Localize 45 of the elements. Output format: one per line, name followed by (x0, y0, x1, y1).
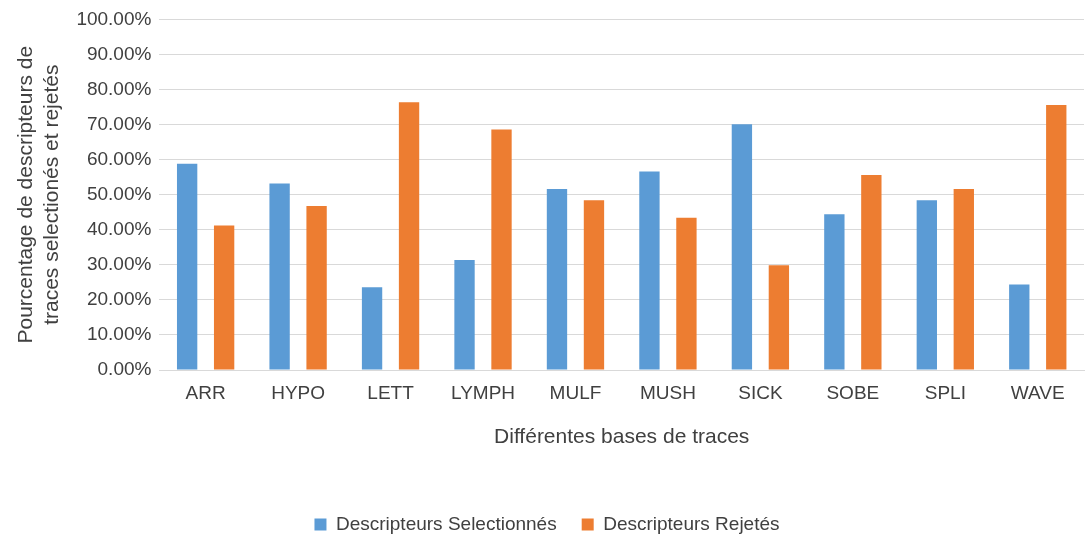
bar (824, 214, 845, 370)
legend-label: Descripteurs Selectionnés (335, 512, 557, 534)
bar (953, 189, 974, 370)
x-tick-label: SPLI (924, 381, 966, 403)
bar (176, 163, 198, 370)
y-tick-label: 0.00% (97, 358, 152, 380)
bar (398, 102, 420, 370)
x-tick-label: SOBE (826, 381, 880, 403)
y-tick-label: 20.00% (86, 288, 152, 310)
x-tick-label: LYMPH (450, 381, 516, 403)
bar (306, 205, 327, 370)
y-tick-label: 90.00% (86, 42, 152, 64)
x-tick-label: WAVE (1010, 381, 1065, 403)
y-tick-label: 80.00% (86, 77, 152, 99)
bar (213, 225, 235, 370)
x-axis-title: Différentes bases de traces (494, 424, 750, 448)
legend-label: Descripteurs Rejetés (603, 512, 780, 534)
y-tick-label: 40.00% (86, 217, 152, 239)
bar (861, 175, 882, 370)
bar (768, 265, 790, 370)
y-axis-title: Pourcentage de descripteurs de traces selectionés et rejetés (13, 45, 62, 344)
y-tick-label: 100.00% (76, 7, 152, 29)
y-tick-label: 70.00% (86, 112, 152, 134)
bar (546, 189, 568, 370)
bar (639, 171, 660, 370)
x-tick-label: MULF (549, 381, 602, 403)
bar (676, 217, 697, 370)
x-tick-label: LETT (367, 381, 415, 403)
bar (1009, 284, 1030, 370)
x-tick-label: MUSH (639, 381, 696, 403)
bar (731, 124, 753, 370)
bar (1046, 104, 1067, 370)
x-tick-label: HYPO (271, 381, 326, 403)
y-tick-label: 50.00% (86, 182, 152, 204)
bar (454, 259, 475, 370)
bar (583, 200, 605, 370)
bar (491, 129, 512, 370)
bar (916, 200, 937, 370)
bar (361, 287, 383, 370)
x-tick-label: SICK (738, 381, 783, 403)
y-tick-label: 10.00% (86, 323, 152, 345)
x-tick-label: ARR (185, 381, 226, 403)
y-tick-label: 60.00% (86, 147, 152, 169)
bar (269, 183, 290, 370)
y-tick-label: 30.00% (86, 253, 152, 275)
